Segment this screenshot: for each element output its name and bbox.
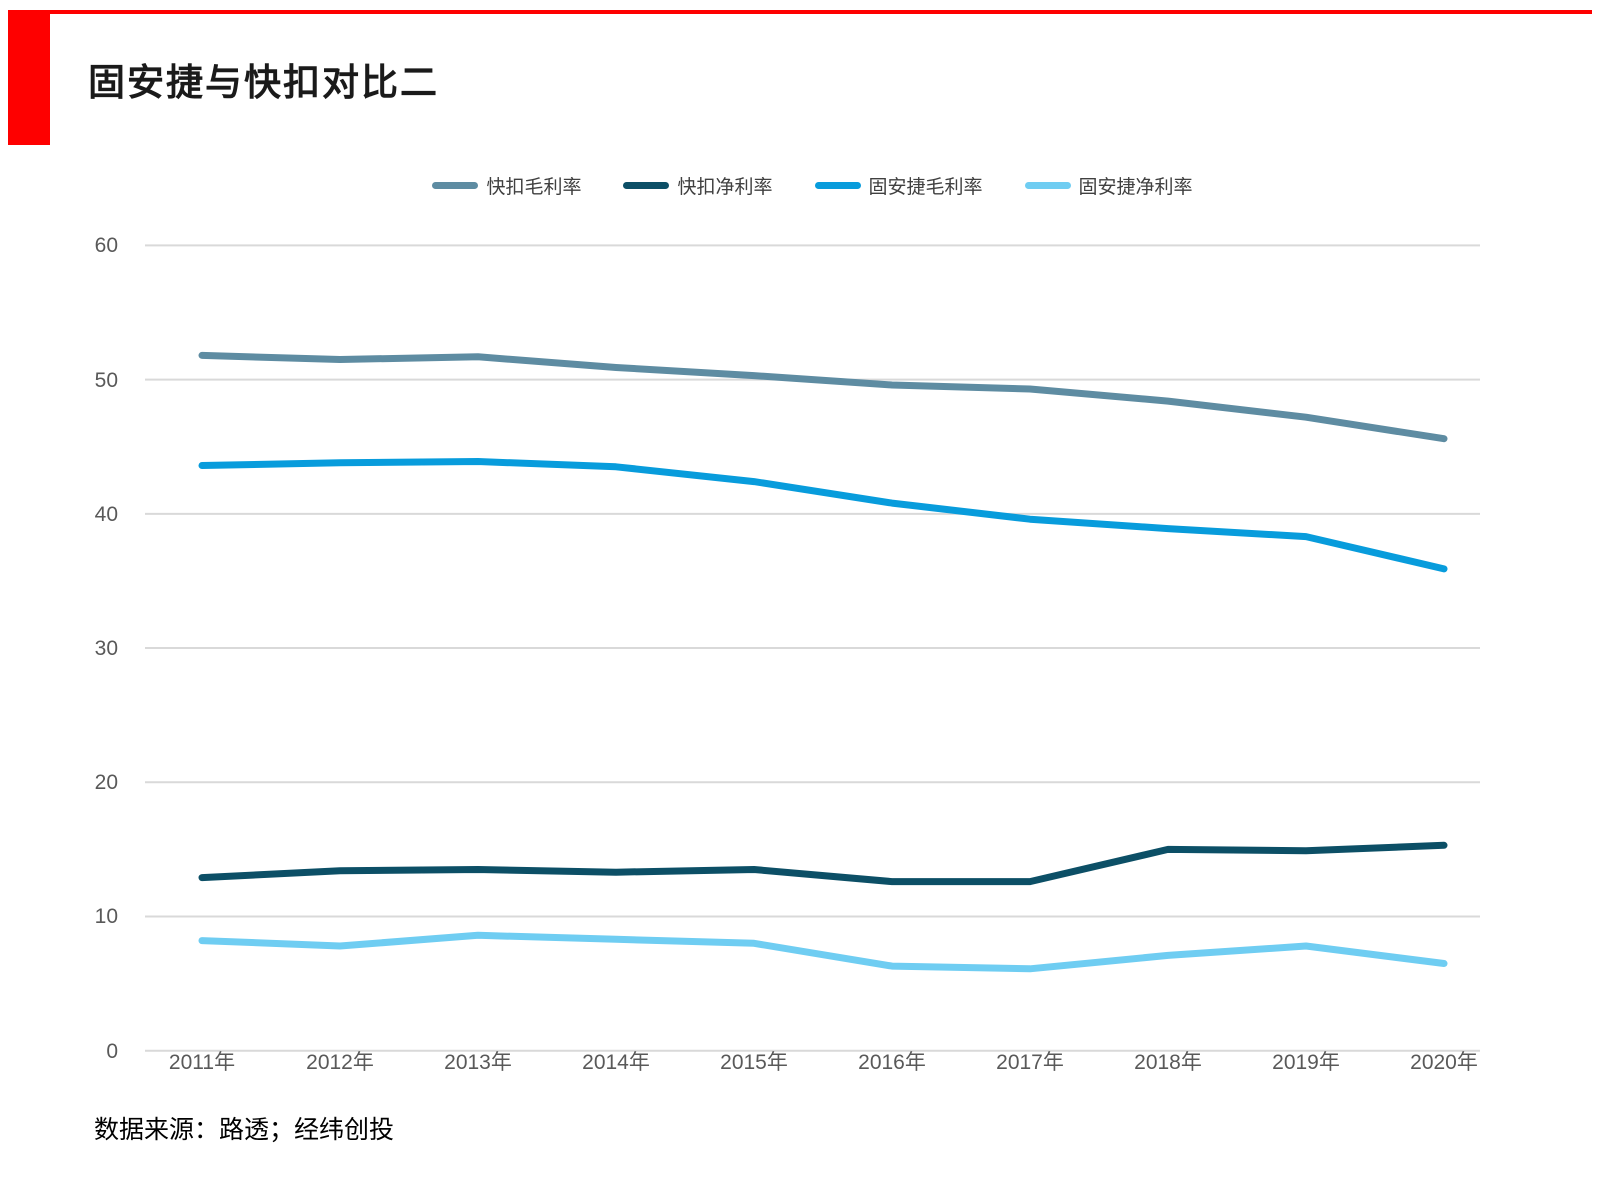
x-tick-label-7: 2017年 (996, 1051, 1064, 1074)
y-tick-label-20: 20 (94, 771, 118, 795)
legend-swatch-icon (814, 182, 861, 189)
x-tick-label-5: 2015年 (720, 1051, 788, 1074)
legend-label: 快扣净利率 (677, 177, 773, 198)
series-line-2 (198, 458, 1448, 573)
legend-item-1: 快扣净利率 (623, 172, 773, 199)
x-tick-label-2: 2012年 (306, 1051, 374, 1074)
accent-top-line (8, 10, 1592, 14)
legend-label: 快扣毛利率 (486, 177, 582, 198)
data-source-note: 数据来源：路透；经纬创投 (94, 1117, 395, 1144)
x-tick-label-1: 2011年 (168, 1051, 236, 1074)
legend-item-0: 快扣毛利率 (432, 172, 581, 199)
legend-swatch-icon (1024, 182, 1071, 189)
x-tick-label-6: 2016年 (858, 1051, 926, 1074)
series-line-0 (198, 351, 1448, 443)
legend-swatch-icon (432, 182, 479, 189)
x-tick-label-4: 2014年 (582, 1051, 650, 1074)
legend-swatch-icon (623, 182, 670, 189)
x-tick-label-3: 2013年 (444, 1051, 512, 1074)
y-tick-label-10: 10 (94, 905, 118, 929)
x-tick-label-10: 2020年 (1410, 1051, 1478, 1074)
series-line-1 (198, 841, 1448, 886)
page-title: 固安捷与快扣对比二 (88, 62, 439, 103)
y-tick-label-60: 60 (94, 234, 118, 258)
legend-label: 固安捷毛利率 (868, 177, 983, 198)
legend-label: 固安捷净利率 (1078, 177, 1193, 198)
series-line-3 (198, 931, 1448, 973)
y-tick-label-40: 40 (94, 502, 118, 526)
chart-legend: 快扣毛利率 快扣净利率 固安捷毛利率 固安捷净利率 (145, 172, 1480, 199)
x-tick-label-8: 2018年 (1134, 1051, 1202, 1074)
y-tick-label-0: 0 (106, 1039, 118, 1063)
legend-item-2: 固安捷毛利率 (814, 172, 983, 199)
y-tick-label-50: 50 (94, 368, 118, 392)
legend-item-3: 固安捷净利率 (1024, 172, 1193, 199)
y-tick-label-30: 30 (94, 637, 118, 661)
accent-red-square (8, 10, 50, 145)
x-tick-label-9: 2019年 (1272, 1051, 1340, 1074)
